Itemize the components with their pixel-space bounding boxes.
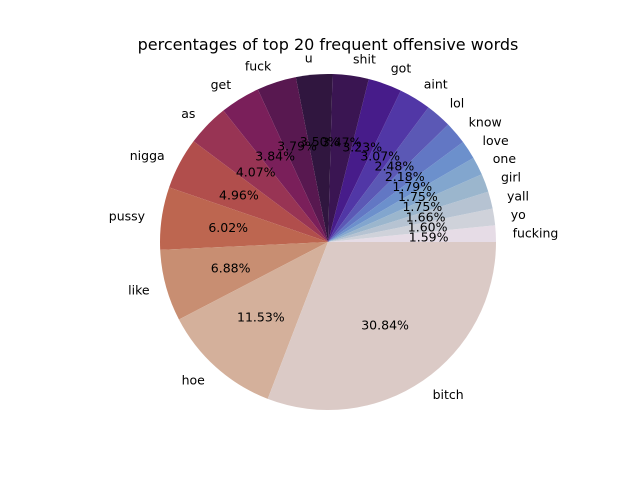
slice-label-got: got — [391, 61, 412, 76]
slice-lol — [328, 107, 449, 242]
slice-aint — [328, 90, 429, 242]
slice-label-know: know — [469, 115, 502, 130]
slice-pct-get: 3.84% — [255, 149, 295, 164]
slice-pct-yall: 1.66% — [406, 209, 446, 224]
pie-labels: fucking 1.59% yo 1.60% yall 1.66% girl 1.75% one… — [109, 50, 559, 401]
slice-pct-love: 1.79% — [392, 179, 432, 194]
chart-title: percentages of top 20 frequent offensive… — [138, 35, 519, 54]
slice-fuck — [257, 77, 328, 243]
slice-label-shit: shit — [353, 51, 376, 66]
slice-pct-got: 3.23% — [342, 140, 382, 155]
slice-got — [328, 79, 401, 243]
slice-as — [193, 110, 328, 242]
slice-pct-fucking: 1.59% — [409, 229, 449, 244]
slice-label-love: love — [482, 133, 509, 148]
slice-label-like: like — [128, 283, 150, 298]
slice-label-yall: yall — [507, 188, 529, 203]
slice-one — [328, 157, 482, 242]
slice-pct-u: 3.50% — [300, 134, 340, 149]
slice-bitch — [267, 242, 496, 411]
slice-label-bitch: bitch — [433, 387, 464, 402]
slice-u — [295, 73, 333, 243]
pie-slices — [160, 73, 496, 411]
slice-pct-bitch: 30.84% — [361, 318, 409, 333]
slice-label-aint: aint — [424, 76, 448, 91]
slice-label-one: one — [493, 151, 517, 166]
slice-label-pussy: pussy — [109, 208, 146, 223]
slice-pct-aint: 3.07% — [360, 148, 400, 163]
slice-yo — [328, 208, 496, 242]
slice-pct-as: 4.07% — [236, 164, 276, 179]
slice-pct-nigga: 4.96% — [219, 187, 259, 202]
slice-pct-shit: 3.47% — [322, 135, 362, 150]
slice-pct-girl: 1.75% — [402, 199, 442, 214]
slice-hoe — [178, 242, 328, 399]
slice-know — [328, 124, 464, 242]
slice-shit — [328, 74, 369, 242]
slice-like — [160, 242, 328, 320]
slice-pct-like: 6.88% — [211, 261, 251, 276]
slice-girl — [328, 174, 489, 242]
slice-pct-know: 2.18% — [385, 169, 425, 184]
slice-label-u: u — [305, 50, 313, 65]
slice-label-fucking: fucking — [513, 225, 559, 240]
slice-get — [223, 89, 328, 243]
slice-label-fuck: fuck — [245, 59, 272, 74]
slice-label-nigga: nigga — [130, 148, 165, 163]
slice-label-girl: girl — [501, 169, 521, 184]
slice-label-yo: yo — [511, 207, 526, 222]
slice-pct-lol: 2.48% — [375, 159, 415, 174]
slice-pussy — [160, 187, 328, 250]
slice-label-lol: lol — [450, 95, 465, 110]
slice-pct-pussy: 6.02% — [208, 220, 248, 235]
slice-label-as: as — [181, 106, 195, 121]
slice-love — [328, 142, 474, 242]
slice-pct-one: 1.75% — [398, 189, 438, 204]
slice-nigga — [169, 141, 328, 242]
slice-fucking — [328, 225, 496, 242]
slice-pct-fuck: 3.79% — [277, 139, 317, 154]
slice-yall — [328, 191, 493, 242]
slice-label-get: get — [211, 77, 232, 92]
slice-label-hoe: hoe — [182, 372, 206, 387]
slice-pct-yo: 1.60% — [408, 219, 448, 234]
slice-pct-hoe: 11.53% — [237, 310, 285, 325]
